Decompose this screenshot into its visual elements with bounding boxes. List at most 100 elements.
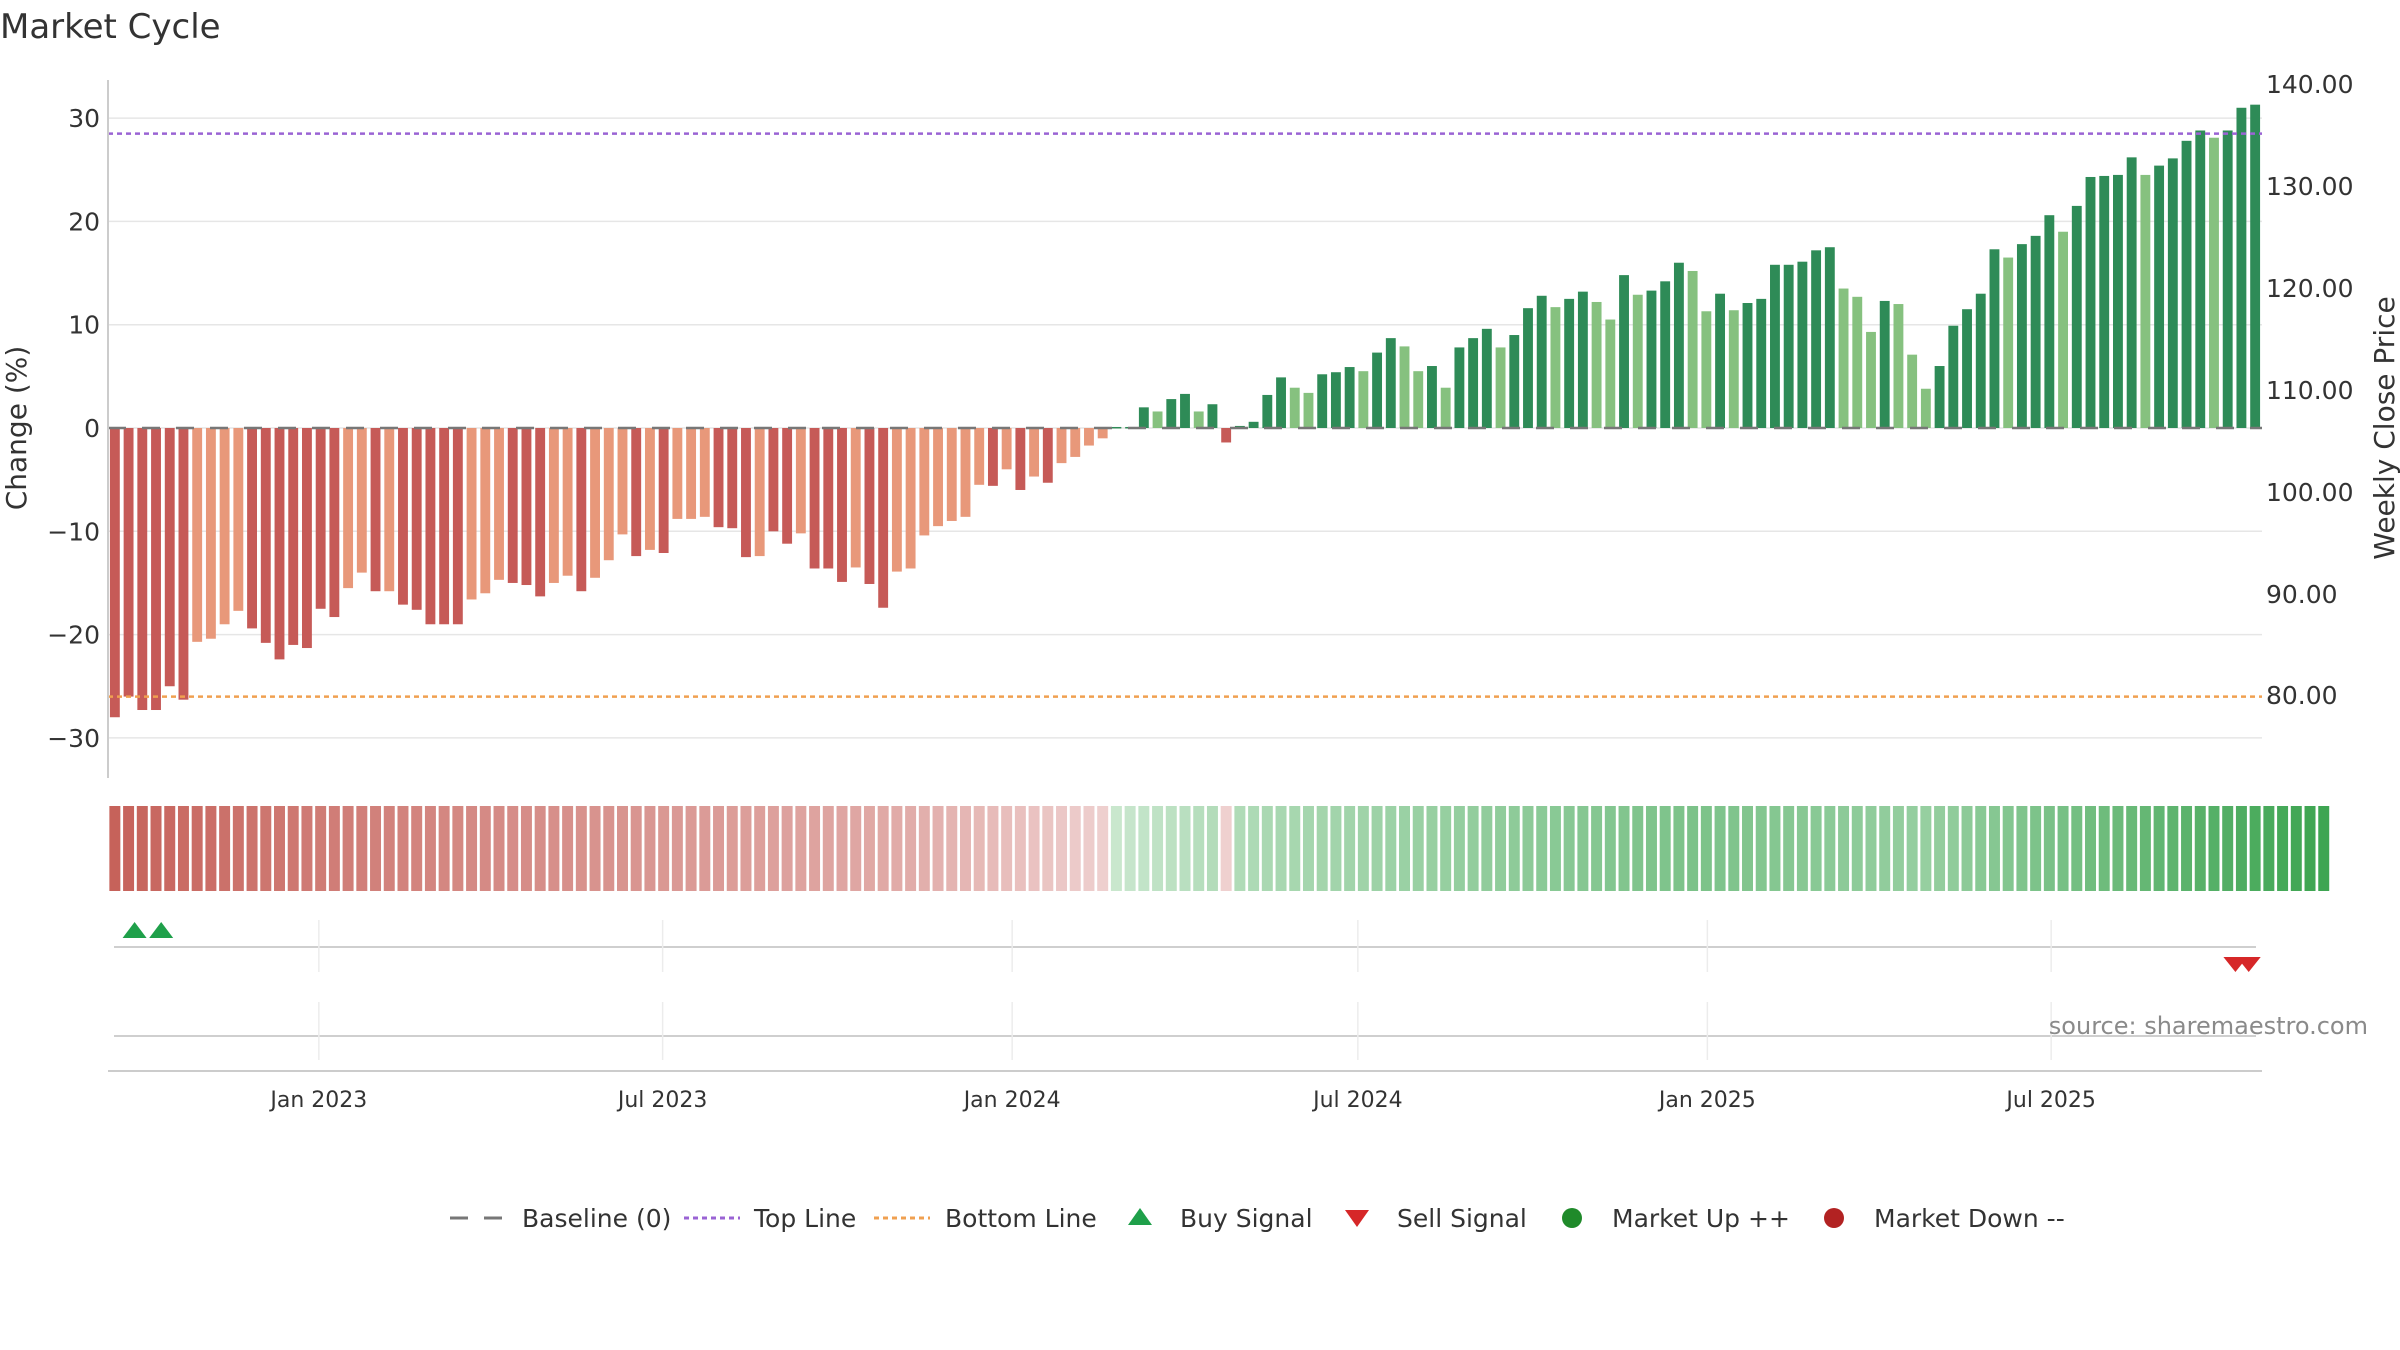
market-strength-cell bbox=[2167, 806, 2179, 891]
buy-signal-marker bbox=[149, 922, 174, 938]
change-bar bbox=[439, 428, 450, 625]
market-strength-cell bbox=[1865, 806, 1877, 891]
market-strength-cell bbox=[1549, 806, 1561, 891]
change-bar bbox=[809, 428, 820, 569]
legend-label: Top Line bbox=[753, 1204, 856, 1233]
legend: Baseline (0) Top Line Bottom Line Buy Signa… bbox=[450, 1204, 2065, 1233]
change-bar bbox=[2126, 157, 2137, 428]
change-bar bbox=[837, 428, 847, 582]
change-bar bbox=[1468, 338, 1479, 428]
market-strength-cell bbox=[1083, 806, 1095, 891]
legend-label: Bottom Line bbox=[945, 1204, 1097, 1233]
market-strength-cell bbox=[1124, 806, 1136, 891]
market-strength-cell bbox=[2016, 806, 2028, 891]
change-bar bbox=[1687, 270, 1698, 428]
y-right-tick-label: 80.00 bbox=[2266, 681, 2338, 710]
market-strength-cell bbox=[850, 806, 862, 891]
market-strength-cell bbox=[987, 806, 999, 891]
market-strength-cell bbox=[1371, 806, 1383, 891]
change-bar bbox=[727, 428, 738, 529]
change-bar bbox=[1330, 372, 1341, 428]
change-bar bbox=[109, 428, 120, 718]
market-strength-cell bbox=[2153, 806, 2165, 891]
market-strength-cell bbox=[1110, 806, 1122, 891]
x-tick-label: Jan 2025 bbox=[1657, 1088, 1756, 1113]
market-strength-cell bbox=[534, 806, 546, 891]
legend-sell-signal-icon bbox=[1345, 1210, 1369, 1227]
market-strength-cell bbox=[1385, 806, 1397, 891]
market-strength-cell bbox=[658, 806, 670, 891]
change-bar bbox=[644, 428, 655, 550]
change-bar bbox=[1742, 303, 1753, 428]
market-strength-cell bbox=[946, 806, 958, 891]
legend-market-up-icon bbox=[1562, 1208, 1582, 1228]
market-strength-cell bbox=[1920, 806, 1932, 891]
change-bar bbox=[1550, 307, 1561, 428]
legend-label: Market Up ++ bbox=[1612, 1204, 1790, 1233]
change-bar bbox=[1783, 264, 1794, 428]
change-bar bbox=[1824, 247, 1835, 428]
market-strength-cell bbox=[713, 806, 725, 891]
change-bar bbox=[2236, 107, 2247, 429]
market-strength-cell bbox=[1906, 806, 1918, 891]
market-strength-cell bbox=[1467, 806, 1479, 891]
market-strength-cell bbox=[123, 806, 135, 891]
change-bar bbox=[1385, 338, 1396, 428]
y-left-tick-label: 0 bbox=[84, 414, 100, 443]
market-strength-cell bbox=[2098, 806, 2110, 891]
change-bar bbox=[2222, 130, 2233, 428]
market-strength-cell bbox=[2126, 806, 2138, 891]
market-strength-cell bbox=[274, 806, 285, 891]
market-strength-cell bbox=[1138, 806, 1150, 891]
market-strength-cell bbox=[1056, 806, 1068, 891]
market-strength-cell bbox=[877, 806, 889, 891]
market-strength-cell bbox=[1495, 806, 1507, 891]
legend-market-down-icon bbox=[1824, 1208, 1844, 1228]
change-bar bbox=[329, 428, 340, 618]
change-bar bbox=[2209, 137, 2219, 429]
market-strength-cell bbox=[1508, 806, 1520, 891]
change-bar bbox=[507, 428, 518, 583]
change-bar bbox=[1427, 366, 1437, 428]
market-strength-cell bbox=[1344, 806, 1356, 891]
market-strength-cell bbox=[726, 806, 738, 891]
market-strength-cell bbox=[1275, 806, 1287, 891]
market-strength-cell bbox=[1357, 806, 1369, 891]
market-strength-cell bbox=[2030, 806, 2042, 891]
change-bar bbox=[562, 428, 573, 576]
market-strength-cell bbox=[795, 806, 807, 891]
market-strength-cell bbox=[150, 806, 162, 891]
market-strength-cell bbox=[1687, 806, 1699, 891]
market-strength-cell bbox=[1714, 806, 1726, 891]
market-strength-cell bbox=[1426, 806, 1438, 891]
change-bar bbox=[2181, 140, 2192, 429]
market-strength-cell bbox=[781, 806, 793, 891]
change-bar bbox=[1632, 294, 1643, 428]
change-bar bbox=[1358, 371, 1369, 428]
change-bar bbox=[1509, 335, 1520, 428]
change-bar bbox=[535, 428, 546, 597]
change-bar bbox=[260, 428, 271, 643]
y-left-tick-label: 20 bbox=[68, 207, 100, 236]
change-bar bbox=[2071, 205, 2082, 428]
y-right-tick-label: 90.00 bbox=[2266, 580, 2338, 609]
change-bar bbox=[960, 428, 971, 517]
market-strength-cell bbox=[2222, 806, 2234, 891]
change-bar bbox=[1166, 399, 1177, 428]
change-bar bbox=[1907, 354, 1918, 428]
change-bar bbox=[1152, 411, 1163, 428]
x-tick-label: Jul 2025 bbox=[2004, 1088, 2096, 1113]
change-bar bbox=[1221, 428, 1232, 443]
change-bar bbox=[205, 428, 216, 639]
market-strength-cell bbox=[246, 806, 258, 891]
change-bar bbox=[754, 428, 765, 557]
change-bar bbox=[178, 428, 189, 700]
change-bar bbox=[1084, 428, 1094, 446]
market-strength-cell bbox=[754, 806, 766, 891]
market-strength-cell bbox=[2263, 806, 2275, 891]
change-bar bbox=[1646, 290, 1657, 428]
change-bar bbox=[2154, 165, 2165, 429]
market-strength-cell bbox=[177, 806, 189, 891]
market-strength-cell bbox=[1014, 806, 1026, 891]
change-bar bbox=[1920, 388, 1931, 428]
